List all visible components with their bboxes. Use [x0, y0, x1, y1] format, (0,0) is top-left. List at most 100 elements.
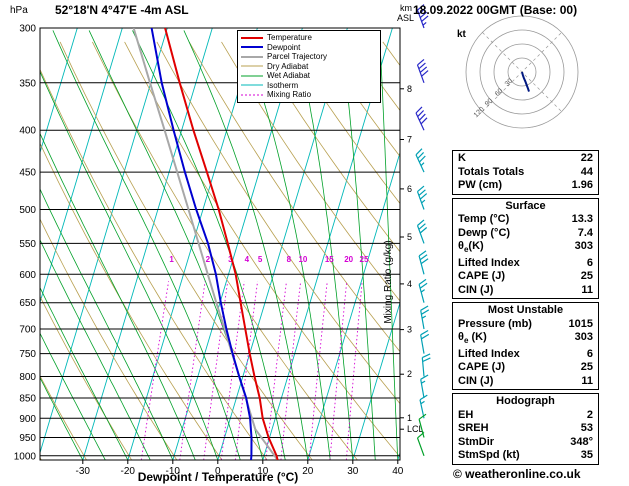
pressure-tick-label: 1000 — [14, 451, 37, 462]
table-value: 1.96 — [571, 179, 593, 191]
mixing-ratio-label: 25 — [360, 255, 369, 264]
table-label: StmDir — [458, 435, 495, 448]
pressure-tick-label: 500 — [19, 205, 36, 216]
table-box: Hodograph EH 2 SREH 53 StmDir 348° StmSpd (kt) 3… — [452, 393, 599, 465]
mixing-axis-title: Mixing Ratio (g/kg) — [383, 240, 394, 323]
pressure-tick-label: 300 — [19, 24, 36, 35]
table-label: StmSpd (kt) — [458, 449, 520, 462]
legend-item: Mixing Ratio — [241, 90, 377, 100]
legend-item: Wet Adiabat — [241, 71, 377, 81]
hodograph-ring-label: 30 — [504, 78, 515, 89]
legend-item: Dewpoint — [241, 43, 377, 53]
km-tick-label: 4 — [407, 279, 412, 289]
table-row: Lifted Index 6 — [453, 257, 598, 271]
wind-barb — [418, 413, 427, 438]
isotherm-lines — [40, 28, 400, 460]
wind-barb — [416, 219, 428, 244]
table-row: Pressure (mb) 1015 — [453, 318, 598, 332]
table-label: CAPE (J) — [458, 270, 506, 283]
pressure-tick-label: 600 — [19, 270, 36, 281]
temperature-curve — [164, 28, 279, 460]
table-label: Lifted Index — [458, 256, 520, 269]
table-row: θe(K) 303 — [453, 240, 598, 257]
table-value: 303 — [574, 331, 593, 344]
legend-swatch — [241, 84, 263, 86]
wind-barb — [421, 353, 431, 377]
hodograph-ring — [465, 15, 579, 129]
table-value: 25 — [580, 270, 593, 283]
pressure-tick-label: 550 — [19, 239, 36, 250]
table-row: Dewp (°C) 7.4 — [453, 227, 598, 241]
mixing-ratio-label: 3 — [228, 255, 233, 264]
wind-barb — [420, 329, 430, 354]
temp-tick-label: -30 — [76, 466, 91, 477]
km-tick-label: 2 — [407, 369, 412, 379]
table-label: K — [458, 152, 466, 164]
legend-label: Temperature — [267, 33, 312, 43]
table-row: θe (K) 303 — [453, 331, 598, 348]
legend-item: Dry Adiabat — [241, 62, 377, 72]
mixing-ratio-label: 8 — [287, 255, 292, 264]
pressure-tick-label: 400 — [19, 126, 36, 137]
wind-barb — [416, 431, 425, 457]
hodograph-ring-label: 120 — [473, 106, 486, 119]
table-box: Surface Temp (°C) 13.3 Dewp (°C) 7.4 θe(K) 303… — [452, 197, 599, 300]
table-value: 1015 — [568, 317, 593, 330]
temp-tick-label: 40 — [392, 466, 404, 477]
legend-swatch — [241, 36, 263, 39]
field-lines — [40, 28, 400, 460]
table-label: EH — [458, 408, 474, 421]
temp-tick-label: 30 — [347, 466, 359, 477]
table-label: Dewp (°C) — [458, 226, 511, 239]
hodograph-ring-label: 60 — [494, 87, 505, 98]
temp-tick-label: 20 — [302, 466, 314, 477]
km-axis: 1 2 3 4 5 6 7 8 LCL — [400, 84, 424, 434]
table-label: θe (K) — [458, 331, 487, 346]
table-row: Temp (°C) 13.3 — [453, 213, 598, 227]
legend-item: Parcel Trajectory — [241, 52, 377, 62]
dry-adiabat-lines — [40, 41, 400, 460]
hodograph-ring-label: 90 — [484, 97, 495, 108]
wind-barb — [420, 374, 429, 399]
table-title: Hodograph — [496, 395, 555, 408]
table-value: 11 — [581, 374, 593, 387]
mixing-ratio-label: 10 — [298, 255, 307, 264]
table-label: Lifted Index — [458, 347, 520, 360]
legend-swatch — [241, 46, 263, 49]
table-value: 22 — [580, 152, 593, 164]
pressure-tick-label: 650 — [19, 298, 36, 309]
hodograph-ring — [479, 29, 565, 115]
wind-barb-column — [415, 4, 431, 457]
legend-item: Isotherm — [241, 81, 377, 91]
mixing-ratio-label: 20 — [344, 255, 353, 264]
legend-swatch — [241, 75, 263, 77]
table-label: CIN (J) — [458, 374, 494, 387]
legend-swatch — [241, 94, 263, 96]
hodograph-ring — [507, 57, 537, 87]
table-row: Lifted Index 6 — [453, 348, 598, 362]
parcel-trajectory-curve — [132, 28, 279, 460]
wind-barb — [418, 278, 428, 303]
legend-swatch — [241, 65, 263, 67]
wind-barb — [416, 185, 428, 210]
table-value: 11 — [581, 283, 593, 296]
mixing-ratio-label: 5 — [258, 255, 263, 264]
table-row: CAPE (J) 25 — [453, 361, 598, 375]
table-row: CIN (J) 11 — [453, 375, 598, 389]
table-row: StmDir 348° — [453, 436, 598, 450]
legend-item: Temperature — [241, 33, 377, 43]
table-row: PW (cm) 1.96 — [453, 179, 598, 193]
table-box: K 22 Totals Totals 44 PW (cm) 1.96 — [452, 150, 599, 195]
km-tick-label: 8 — [407, 84, 412, 94]
legend-label: Parcel Trajectory — [267, 52, 328, 62]
hodograph-unit-label: kt — [457, 29, 467, 40]
mixing-ratio-label: 2 — [206, 255, 211, 264]
x-axis-title: Dewpoint / Temperature (°C) — [138, 470, 299, 484]
table-row: CIN (J) 11 — [453, 284, 598, 298]
temp-tick-label: -10 — [166, 466, 181, 477]
km-tick-label: 6 — [407, 184, 412, 194]
mixing-ratio-label: 15 — [325, 255, 334, 264]
table-value: 35 — [580, 449, 593, 462]
